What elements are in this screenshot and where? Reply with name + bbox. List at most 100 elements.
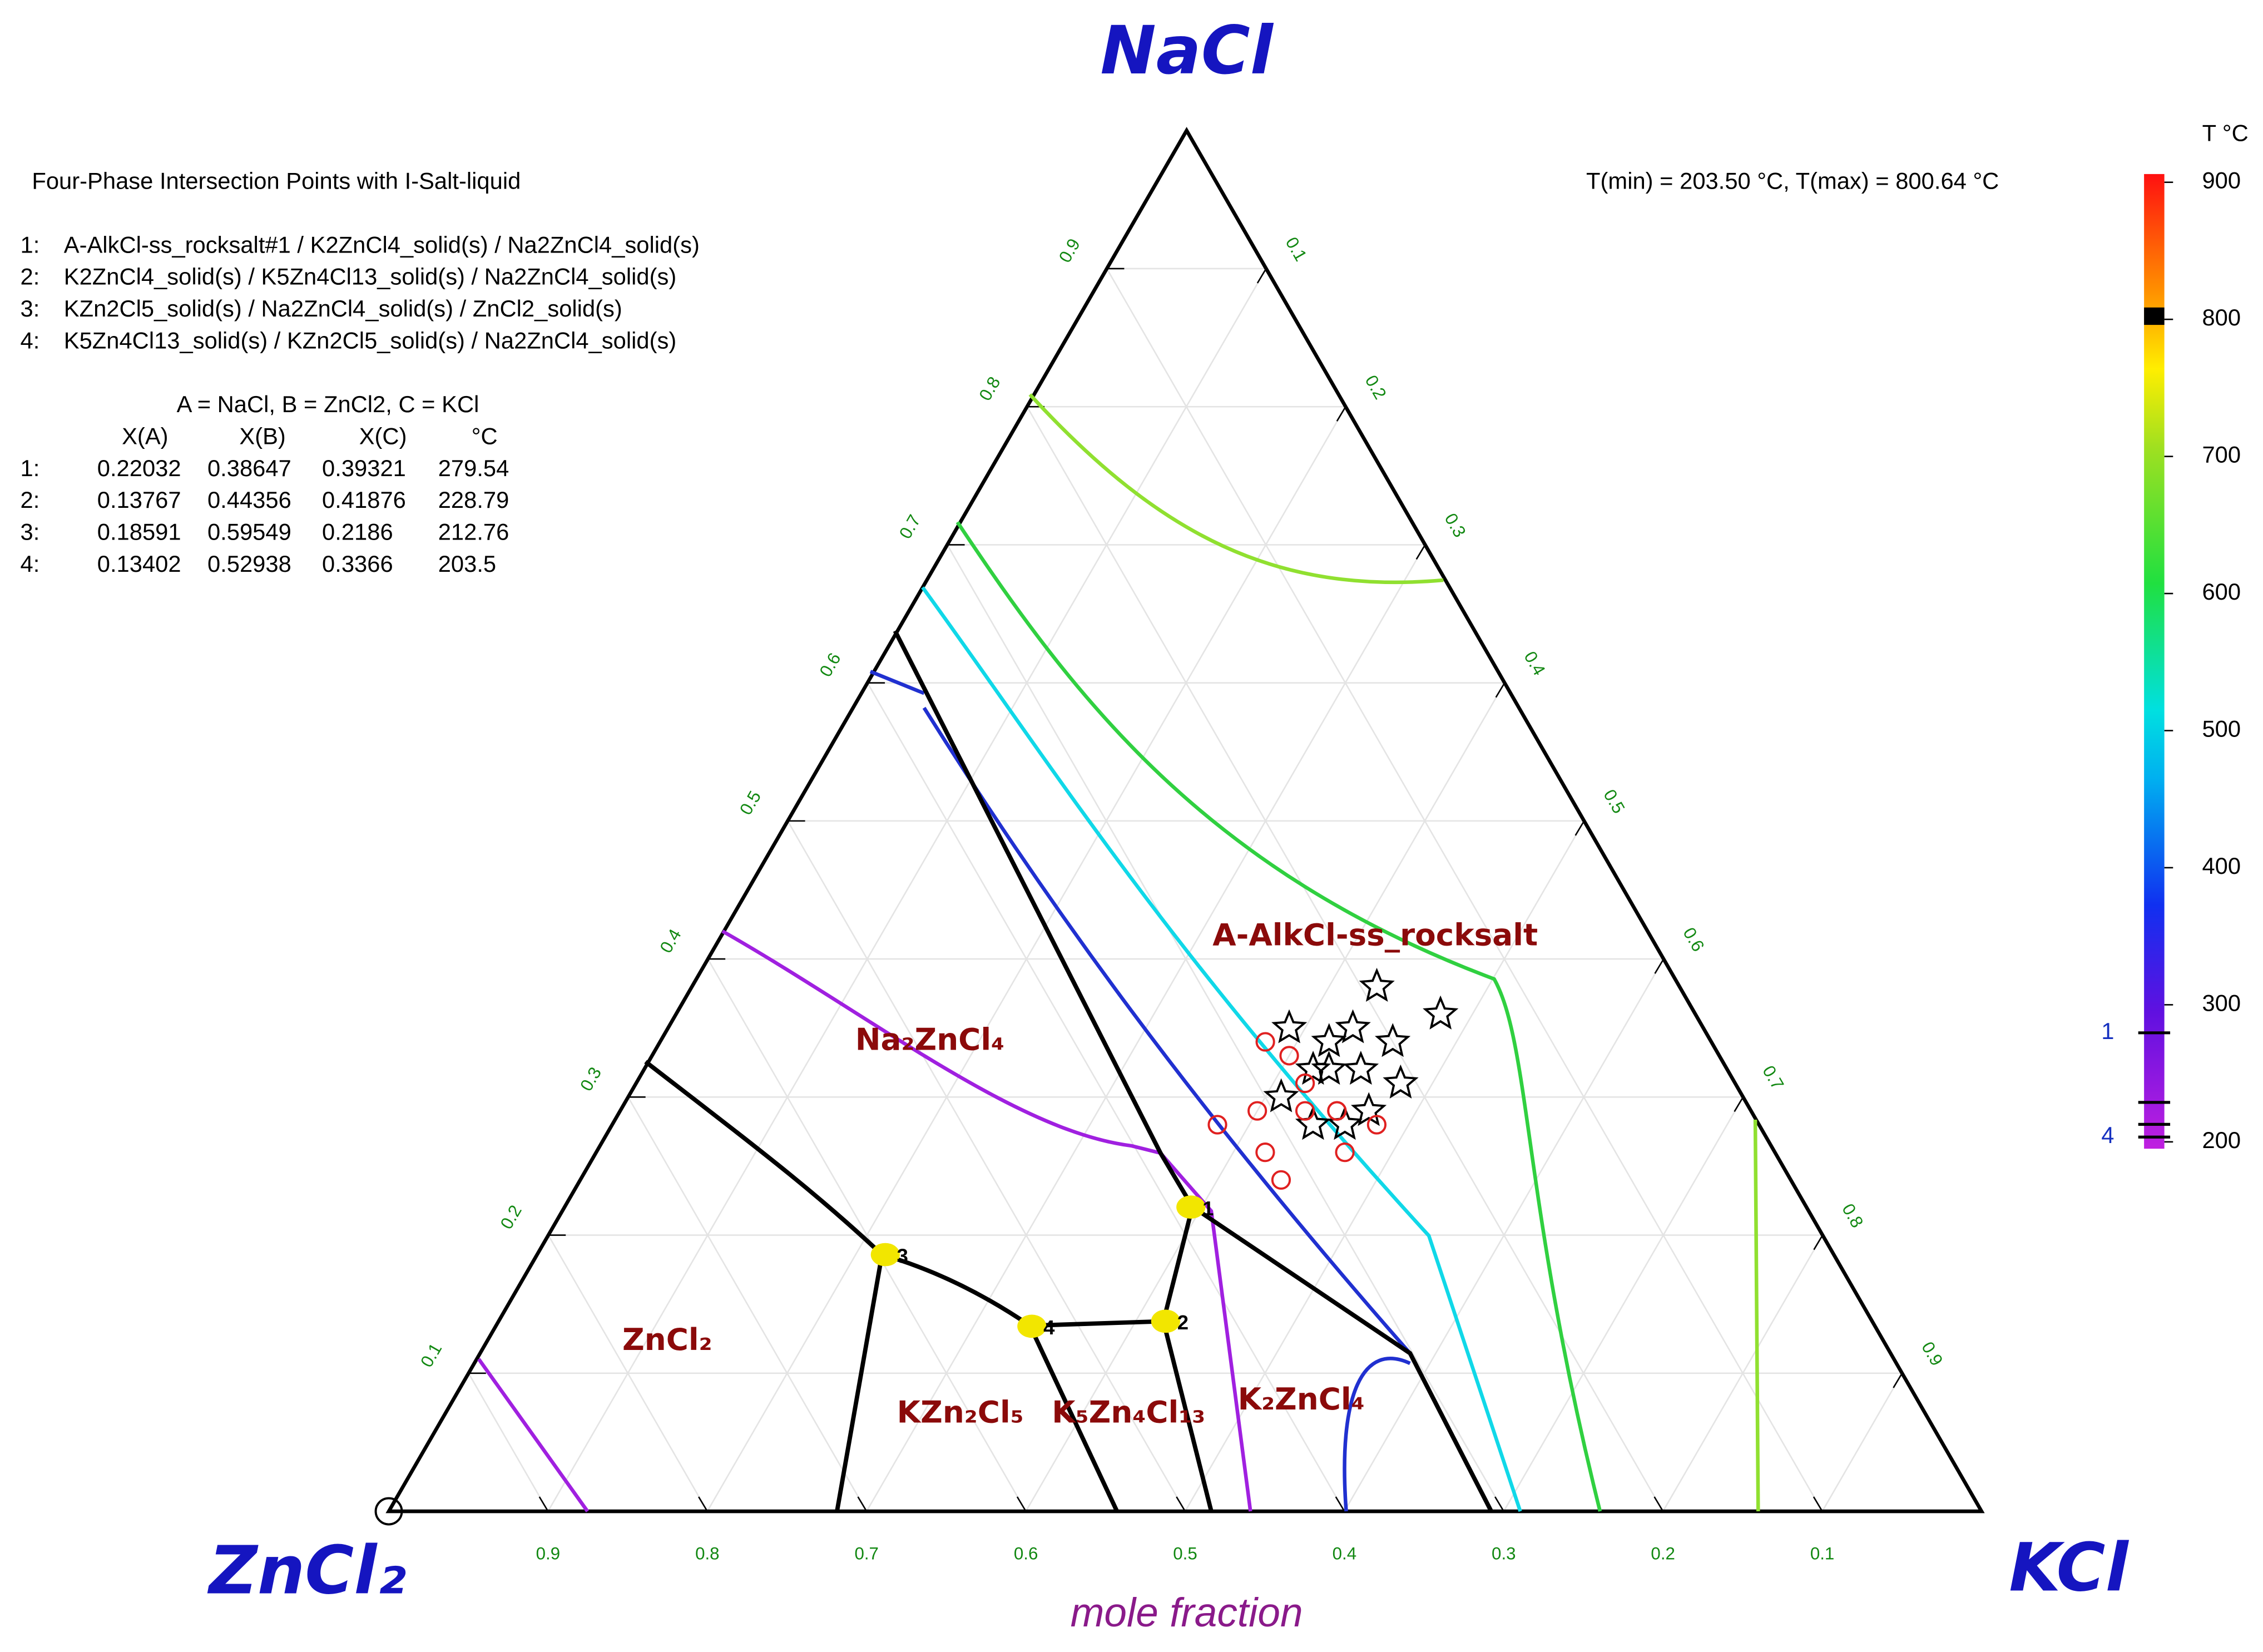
colorbar bbox=[2144, 174, 2165, 1149]
circle-point bbox=[1295, 1073, 1315, 1094]
assemblage: KZn2Cl5_solid(s) / Na2ZnCl4_solid(s) / Z… bbox=[64, 295, 622, 322]
tick-label: 0.9 bbox=[1918, 1338, 1947, 1369]
row-label: 2: bbox=[21, 264, 40, 290]
star-point bbox=[1335, 1009, 1371, 1043]
tick-label: 0.5 bbox=[1173, 1544, 1197, 1564]
grid-line bbox=[547, 1234, 708, 1512]
colorbar-tick-label: 400 bbox=[2202, 853, 2241, 879]
grid-line bbox=[627, 1096, 868, 1512]
grid-line bbox=[547, 268, 1267, 1512]
star-point bbox=[1423, 995, 1459, 1030]
colorbar-tick-label: 700 bbox=[2202, 442, 2241, 468]
definition: A = NaCl, B = ZnCl2, C = KCl bbox=[177, 391, 479, 417]
assemblage: A-AlkCl-ss_rocksalt#1 / K2ZnCl4_solid(s)… bbox=[64, 231, 700, 258]
phase-label: K₅Zn₄Cl₁₃ bbox=[1052, 1394, 1205, 1430]
grid-line bbox=[1821, 1373, 1903, 1512]
cell: 228.79 bbox=[438, 487, 509, 513]
intersection-point bbox=[870, 1243, 900, 1267]
column-header: X(B) bbox=[239, 423, 285, 449]
row-label: 4: bbox=[21, 327, 40, 353]
star-point bbox=[1383, 1064, 1419, 1099]
axis-label: mole fraction bbox=[1071, 1590, 1303, 1635]
phase-label: A-AlkCl-ss_rocksalt bbox=[1212, 917, 1538, 953]
cell: 212.76 bbox=[438, 519, 509, 545]
grid-line bbox=[1026, 406, 1664, 1512]
circle-point bbox=[1295, 1101, 1315, 1121]
colorbar-axis: 200 300 400 500 600 700 800 900 1 4 bbox=[2101, 167, 2241, 1153]
tick-mark bbox=[698, 1496, 708, 1512]
boundary bbox=[644, 1060, 884, 1257]
isotherm bbox=[1343, 1357, 1411, 1512]
grid-line bbox=[1106, 268, 1823, 1512]
cell: 0.22032 bbox=[97, 455, 181, 481]
circle-point bbox=[1279, 1046, 1299, 1066]
tick-label: 0.6 bbox=[1679, 924, 1708, 955]
cell: 0.3366 bbox=[322, 551, 393, 577]
row-label: 1: bbox=[21, 231, 40, 258]
star-point bbox=[1343, 1051, 1379, 1085]
info-title: Four-Phase Intersection Points with I-Sa… bbox=[32, 168, 521, 194]
boundary bbox=[893, 630, 1195, 1208]
star-point bbox=[1311, 1023, 1347, 1057]
isotherm bbox=[921, 586, 1522, 1512]
circle-point bbox=[1335, 1142, 1355, 1163]
phase-label: ZnCl₂ bbox=[622, 1322, 712, 1357]
tick-label: 0.7 bbox=[1759, 1062, 1787, 1093]
row-label: 3: bbox=[21, 519, 40, 545]
tick-label: 0.8 bbox=[1838, 1200, 1867, 1231]
tick-label: 0.3 bbox=[576, 1064, 605, 1094]
cell: 0.52938 bbox=[207, 551, 291, 577]
tick-mark bbox=[1734, 1096, 1744, 1112]
tick-label: 0.4 bbox=[656, 926, 685, 956]
tick-mark bbox=[1893, 1373, 1903, 1388]
tick-label: 0.1 bbox=[1282, 234, 1311, 264]
triangle-frame bbox=[385, 127, 1985, 1513]
tick-mark bbox=[1574, 820, 1585, 836]
phase-boundaries bbox=[477, 393, 1760, 1512]
colorbar-point-label: 1 bbox=[2101, 1018, 2114, 1044]
boundary bbox=[881, 1252, 1032, 1328]
tick-label: 0.1 bbox=[1810, 1544, 1835, 1564]
assemblage: K2ZnCl4_solid(s) / K5Zn4Cl13_solid(s) / … bbox=[64, 264, 677, 290]
grid-line bbox=[787, 820, 1186, 1512]
tick-mark bbox=[1813, 1234, 1824, 1250]
cell: 0.13402 bbox=[97, 551, 181, 577]
tick-label: 0.9 bbox=[1055, 235, 1084, 266]
circle-point bbox=[1247, 1101, 1267, 1121]
circle-point bbox=[1327, 1101, 1347, 1121]
tick-label: 0.4 bbox=[1520, 648, 1549, 679]
isotherm bbox=[1028, 393, 1444, 585]
column-header: X(A) bbox=[122, 423, 168, 449]
tmax-marker bbox=[2144, 307, 2165, 325]
colorbar-tick-label: 300 bbox=[2202, 990, 2241, 1016]
intersection-point bbox=[1176, 1195, 1206, 1219]
tick-label: 0.2 bbox=[1651, 1544, 1675, 1564]
isotherm bbox=[955, 521, 1602, 1512]
star-point bbox=[1374, 1023, 1411, 1057]
tick-label: 0.6 bbox=[1014, 1544, 1038, 1564]
grid-line bbox=[866, 682, 1345, 1512]
tick-label: 0.7 bbox=[854, 1544, 879, 1564]
assemblage: K5Zn4Cl13_solid(s) / KZn2Cl5_solid(s) / … bbox=[64, 327, 677, 353]
grid-line bbox=[1503, 1096, 1744, 1512]
colorbar-tick-label: 200 bbox=[2202, 1127, 2241, 1153]
grid-line bbox=[1184, 820, 1585, 1512]
tick-mark bbox=[1494, 1496, 1504, 1512]
temperature-range: T(min) = 203.50 °C, T(max) = 800.64 °C bbox=[1586, 168, 1999, 194]
intersection-point bbox=[1017, 1314, 1047, 1338]
isotherm bbox=[721, 929, 1252, 1512]
tick-mark bbox=[1336, 406, 1346, 422]
cell: 203.5 bbox=[438, 551, 496, 577]
tick-mark bbox=[1653, 1496, 1664, 1512]
boundary bbox=[1161, 1320, 1214, 1512]
grid-line bbox=[707, 958, 1027, 1512]
tick-mark bbox=[1813, 1496, 1823, 1512]
colorbar-tick-label: 600 bbox=[2202, 578, 2241, 605]
isotherm bbox=[869, 670, 925, 695]
tick-mark bbox=[538, 1496, 549, 1512]
column-header: X(C) bbox=[359, 423, 407, 449]
cell: 0.39321 bbox=[322, 455, 406, 481]
star-point bbox=[1359, 967, 1395, 1002]
cell: 0.18591 bbox=[97, 519, 181, 545]
vertex-label: NaCl bbox=[1100, 12, 1274, 90]
